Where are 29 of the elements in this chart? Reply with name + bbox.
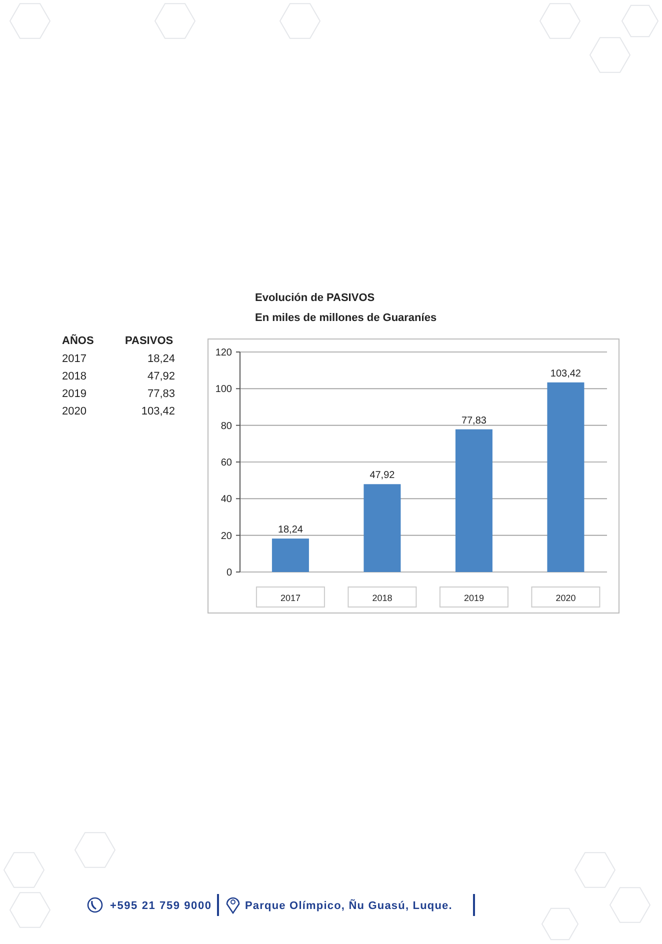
- category-label: 2017: [62, 353, 86, 365]
- chart-title: Evolución de PASIVOS: [255, 292, 375, 304]
- text: 103,42: [141, 406, 175, 418]
- category-label: 2018: [62, 370, 86, 382]
- chart-subtitle: En miles de millones de Guaraníes: [255, 312, 437, 324]
- y-tick-label: 20: [220, 530, 232, 542]
- category-label: 2020: [62, 406, 86, 418]
- text: 18,24: [147, 353, 175, 365]
- text: PASIVOS: [125, 335, 174, 347]
- x-tick-label: 2020: [556, 593, 576, 603]
- data-label: 47,92: [370, 470, 396, 482]
- data-label: 77,83: [461, 415, 487, 426]
- text: Parque Olímpico, Ñu Guasú, Luque.: [245, 899, 452, 912]
- y-tick-label: 120: [215, 348, 232, 358]
- text: 77,83: [147, 388, 175, 400]
- y-tick-label: 0: [226, 568, 232, 578]
- category-label: 2019: [62, 388, 86, 400]
- text: +595 21 759 9000: [110, 900, 212, 912]
- text: AÑOS: [62, 334, 94, 347]
- data-label: 18,24: [278, 524, 304, 536]
- x-tick-label: 2017: [280, 593, 300, 603]
- text: 47,92: [147, 370, 175, 382]
- y-tick-label: 60: [220, 458, 232, 468]
- data-label: 103,42: [550, 368, 582, 380]
- x-tick-label: 2019: [464, 593, 484, 603]
- x-tick-label: 2018: [372, 593, 392, 603]
- y-tick-label: 40: [220, 494, 232, 506]
- y-tick-label: 100: [215, 384, 232, 396]
- y-tick-label: 80: [220, 420, 232, 432]
